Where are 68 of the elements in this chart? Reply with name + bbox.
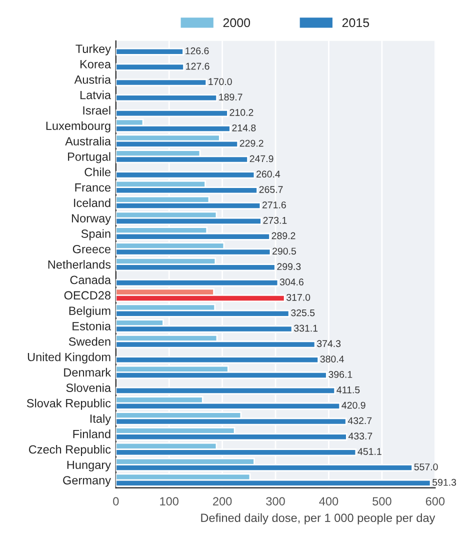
data-label: 432.7 xyxy=(348,417,372,424)
y-tick-label: United Kingdom xyxy=(28,352,110,364)
y-tick-label: Slovenia xyxy=(66,383,112,392)
data-label: 380.4 xyxy=(320,356,344,362)
y-tick-label: Germany xyxy=(63,476,112,487)
data-label: 273.1 xyxy=(263,216,287,224)
y-tick-label: Slovak Republic xyxy=(26,398,111,410)
x-axis-title: Defined daily dose, per 1 000 people per day xyxy=(201,513,436,524)
x-tick-label: 600 xyxy=(426,497,445,506)
data-label: 396.1 xyxy=(328,371,352,378)
data-label: 247.9 xyxy=(250,155,274,162)
y-tick-label: Denmark xyxy=(64,368,112,377)
y-tick-label: Hungary xyxy=(67,460,112,472)
y-tick-label: Norway xyxy=(72,214,112,225)
data-label: 304.6 xyxy=(280,278,304,286)
y-tick-label: Greece xyxy=(72,244,110,254)
y-tick-label: Israel xyxy=(83,106,110,115)
y-tick-label: OECD28 xyxy=(64,291,111,300)
data-label: 170.0 xyxy=(208,78,232,86)
legend-label: 2000 xyxy=(223,18,250,28)
y-tick-label: Portugal xyxy=(68,152,110,164)
y-tick-label: Finland xyxy=(73,430,110,438)
data-label: 265.7 xyxy=(259,186,283,193)
y-tick-label: Sweden xyxy=(68,337,110,346)
data-label: 299.3 xyxy=(277,263,301,270)
y-tick-label: Iceland xyxy=(74,198,110,208)
y-tick-label: Canada xyxy=(70,275,112,284)
y-tick-label: Latvia xyxy=(80,90,112,100)
data-label: 591.3 xyxy=(432,478,456,486)
y-tick-label: Italy xyxy=(90,414,112,426)
data-label: 331.1 xyxy=(294,324,318,332)
data-label: 557.0 xyxy=(414,463,438,470)
data-label: 317.0 xyxy=(286,294,310,301)
data-label: 420.9 xyxy=(342,402,366,409)
data-label: 290.5 xyxy=(272,248,296,255)
data-label: 260.4 xyxy=(256,170,280,178)
y-tick-label: Austria xyxy=(74,75,112,84)
data-label: 325.5 xyxy=(291,309,315,316)
y-tick-label: Australia xyxy=(65,136,112,146)
x-tick-label: 0 xyxy=(113,497,119,506)
y-tick-label: Turkey xyxy=(76,44,112,56)
x-tick-label: 200 xyxy=(213,497,232,506)
y-tick-label: Belgium xyxy=(69,306,110,318)
y-tick-label: France xyxy=(75,183,111,192)
y-tick-label: Luxembourg xyxy=(46,121,110,132)
y-tick-label: Czech Republic xyxy=(28,444,111,456)
data-label: 271.6 xyxy=(262,201,286,208)
data-label: 411.5 xyxy=(336,386,360,394)
data-label: 289.2 xyxy=(272,232,296,240)
x-tick-label: 300 xyxy=(266,497,285,506)
y-tick-label: Korea xyxy=(80,60,112,68)
data-label: 214.8 xyxy=(232,124,256,132)
y-tick-label: Estonia xyxy=(72,322,112,330)
data-label: 189.7 xyxy=(219,94,242,101)
data-label: 210.2 xyxy=(230,109,254,116)
data-label: 126.6 xyxy=(186,47,209,54)
x-tick-label: 400 xyxy=(319,497,338,506)
y-tick-label: Netherlands xyxy=(48,260,111,269)
data-label: 451.1 xyxy=(358,448,382,455)
data-label: 127.6 xyxy=(186,62,210,70)
x-tick-label: 100 xyxy=(160,497,178,506)
data-label: 433.7 xyxy=(348,432,372,440)
data-label: 229.2 xyxy=(240,140,264,147)
data-label: 374.3 xyxy=(317,340,341,348)
x-tick-label: 500 xyxy=(372,497,392,506)
legend-label: 2015 xyxy=(342,18,370,28)
y-tick-label: Chile xyxy=(84,168,110,176)
y-tick-label: Spain xyxy=(81,229,110,240)
